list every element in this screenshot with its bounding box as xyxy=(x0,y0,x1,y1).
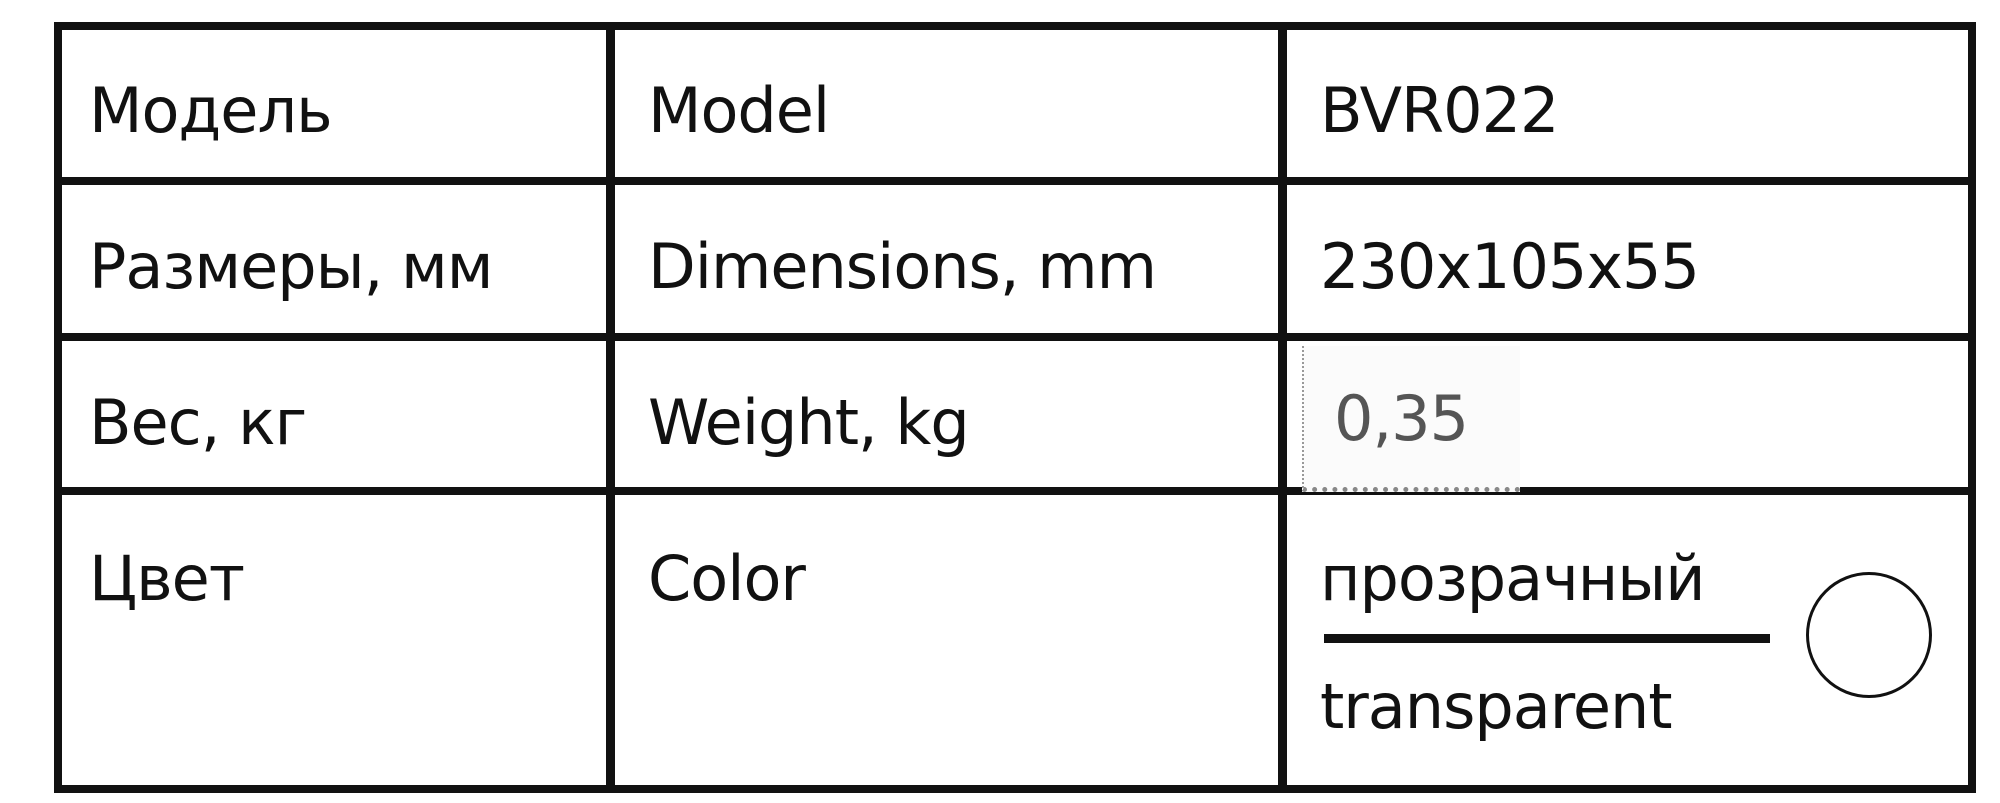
table-border-left xyxy=(54,22,62,793)
value-weight: 0,35 xyxy=(1334,382,1469,455)
value-model: BVR022 xyxy=(1320,74,1559,147)
value-color-ru: прозрачный xyxy=(1320,542,1706,615)
column-divider xyxy=(606,22,615,793)
label-ru-color: Цвет xyxy=(89,542,245,615)
value-dimensions: 230x105x55 xyxy=(1320,230,1700,303)
row-divider xyxy=(54,487,1976,495)
label-ru-model: Модель xyxy=(89,74,333,147)
row-divider xyxy=(54,177,1976,185)
label-en-weight: Weight, kg xyxy=(648,386,970,459)
label-ru-weight: Вес, кг xyxy=(89,386,307,459)
label-en-dimensions: Dimensions, mm xyxy=(648,230,1157,303)
color-value-divider xyxy=(1324,634,1770,643)
table-border-bottom xyxy=(54,785,1976,793)
value-color-en: transparent xyxy=(1320,670,1673,743)
transparent-color-circle-icon xyxy=(1806,572,1932,698)
label-en-model: Model xyxy=(648,74,830,147)
table-border-top xyxy=(54,22,1976,30)
label-ru-dimensions: Размеры, мм xyxy=(89,230,494,303)
weight-sticker: 0,35 xyxy=(1302,346,1520,492)
row-divider xyxy=(54,333,1976,341)
label-en-color: Color xyxy=(648,542,806,615)
table-border-right xyxy=(1968,22,1976,793)
column-divider xyxy=(1278,22,1287,793)
